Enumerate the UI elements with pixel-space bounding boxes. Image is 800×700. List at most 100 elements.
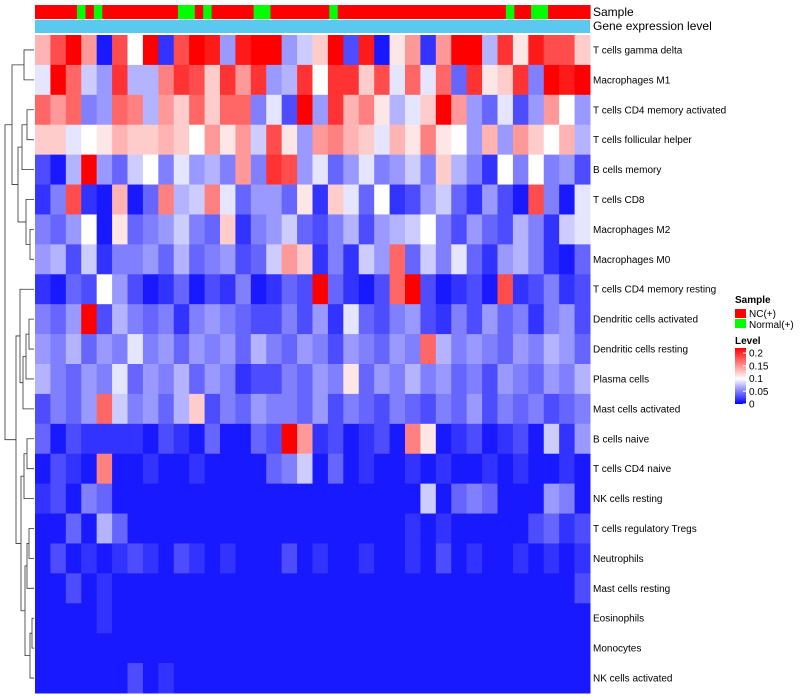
- heatmap-cell: [405, 603, 421, 634]
- heatmap-cell: [420, 453, 437, 485]
- row-label: Eosinophils: [593, 614, 644, 625]
- heatmap-cell: [435, 393, 452, 425]
- heatmap-cell: [204, 364, 221, 395]
- heatmap-cell: [297, 64, 313, 96]
- heatmap-cell: [497, 633, 514, 664]
- heatmap-cell: [559, 543, 576, 574]
- heatmap-cell: [266, 214, 283, 245]
- heatmap-cell: [142, 334, 159, 365]
- heatmap-cell: [65, 603, 82, 634]
- heatmap-cell: [528, 603, 545, 634]
- heatmap-cell: [142, 663, 159, 694]
- heatmap-cell: [189, 364, 206, 395]
- heatmap-cell: [281, 603, 298, 634]
- heatmap-cell: [50, 64, 67, 96]
- heatmap-cell: [466, 393, 483, 425]
- annotation-tracks: [35, 5, 591, 33]
- heatmap-cell: [50, 663, 67, 694]
- heatmap-cell: [559, 334, 576, 365]
- heatmap-cell: [266, 35, 283, 66]
- heatmap-cell: [50, 603, 67, 634]
- sample-annotation-cell: [144, 5, 154, 19]
- heatmap-cell: [405, 184, 421, 215]
- heatmap-cell: [266, 423, 283, 455]
- heatmap-cell: [374, 453, 391, 485]
- heatmap-cell: [65, 64, 82, 96]
- heatmap-cell: [389, 304, 406, 335]
- heatmap-cell: [574, 124, 591, 156]
- heatmap-cell: [543, 364, 560, 395]
- sample-annotation-cell: [362, 5, 372, 19]
- heatmap-cell: [528, 543, 545, 574]
- heatmap-cell: [528, 184, 545, 215]
- heatmap-cell: [142, 543, 159, 574]
- heatmap-cell: [420, 94, 437, 126]
- heatmap-cell: [389, 274, 406, 305]
- sample-annotation-cell: [51, 5, 61, 19]
- heatmap-cell: [189, 453, 206, 485]
- heatmap-cell: [312, 603, 329, 634]
- heatmap-cell: [405, 364, 421, 395]
- heatmap-cell: [543, 244, 560, 275]
- heatmap-cell: [65, 124, 82, 156]
- heatmap-cell: [574, 603, 591, 634]
- heatmap-cell: [343, 304, 360, 335]
- heatmap-cell: [574, 334, 591, 365]
- heatmap-cell: [127, 64, 144, 96]
- heatmap-cell: [528, 154, 545, 186]
- heatmap-cell: [220, 334, 236, 365]
- sample-annotation-cell: [77, 5, 87, 19]
- heatmap-cell: [50, 543, 67, 574]
- heatmap-cell: [281, 154, 298, 186]
- sample-annotation-cell: [169, 5, 179, 19]
- heatmap-cell: [127, 274, 144, 305]
- heatmap-cell: [466, 94, 483, 126]
- heatmap-cell: [405, 423, 421, 455]
- heatmap-cell: [173, 603, 190, 634]
- heatmap-cell: [343, 663, 360, 694]
- heatmap-cell: [405, 214, 421, 245]
- heatmap-cell: [389, 453, 406, 485]
- heatmap-cell: [312, 35, 329, 66]
- heatmap-cell: [343, 483, 360, 515]
- heatmap-cell: [220, 543, 236, 574]
- heatmap-cell: [497, 453, 514, 485]
- heatmap-cell: [420, 483, 437, 515]
- heatmap-cell: [435, 64, 452, 96]
- heatmap-cell: [50, 154, 67, 186]
- heatmap-cell: [173, 154, 190, 186]
- row-label: NK cells activated: [593, 674, 672, 685]
- heatmap-cell: [50, 423, 67, 455]
- heatmap-cell: [112, 453, 128, 485]
- heatmap-cell: [204, 334, 221, 365]
- heatmap-cell: [374, 94, 391, 126]
- heatmap-cell: [35, 453, 51, 485]
- heatmap-cell: [512, 483, 529, 515]
- heatmap-cell: [158, 35, 175, 66]
- heatmap-cell: [158, 663, 175, 694]
- heatmap-cell: [420, 64, 437, 96]
- heatmap-cell: [127, 154, 144, 186]
- heatmap-cell: [374, 304, 391, 335]
- legend-normal-label: Normal(+): [749, 320, 794, 331]
- heatmap-cell: [112, 603, 128, 634]
- heatmap-cell: [528, 214, 545, 245]
- heatmap-cell: [497, 184, 514, 215]
- row-label: T cells CD4 naive: [593, 464, 672, 475]
- heatmap-cell: [35, 543, 51, 574]
- sample-annotation-cell: [430, 5, 440, 19]
- heatmap-cell: [204, 154, 221, 186]
- heatmap-cell: [528, 423, 545, 455]
- heatmap-cell: [297, 35, 313, 66]
- heatmap-cell: [543, 603, 560, 634]
- heatmap-cell: [173, 633, 190, 664]
- heatmap-cell: [189, 513, 206, 544]
- heatmap-cell: [250, 334, 267, 365]
- sample-annotation-cell: [127, 5, 137, 19]
- dendrogram-branch: [25, 333, 34, 380]
- level-tick-label: 0: [749, 400, 755, 411]
- heatmap-cell: [497, 423, 514, 455]
- heatmap-cell: [559, 64, 576, 96]
- heatmap-cell: [543, 453, 560, 485]
- heatmap-cell: [142, 304, 159, 335]
